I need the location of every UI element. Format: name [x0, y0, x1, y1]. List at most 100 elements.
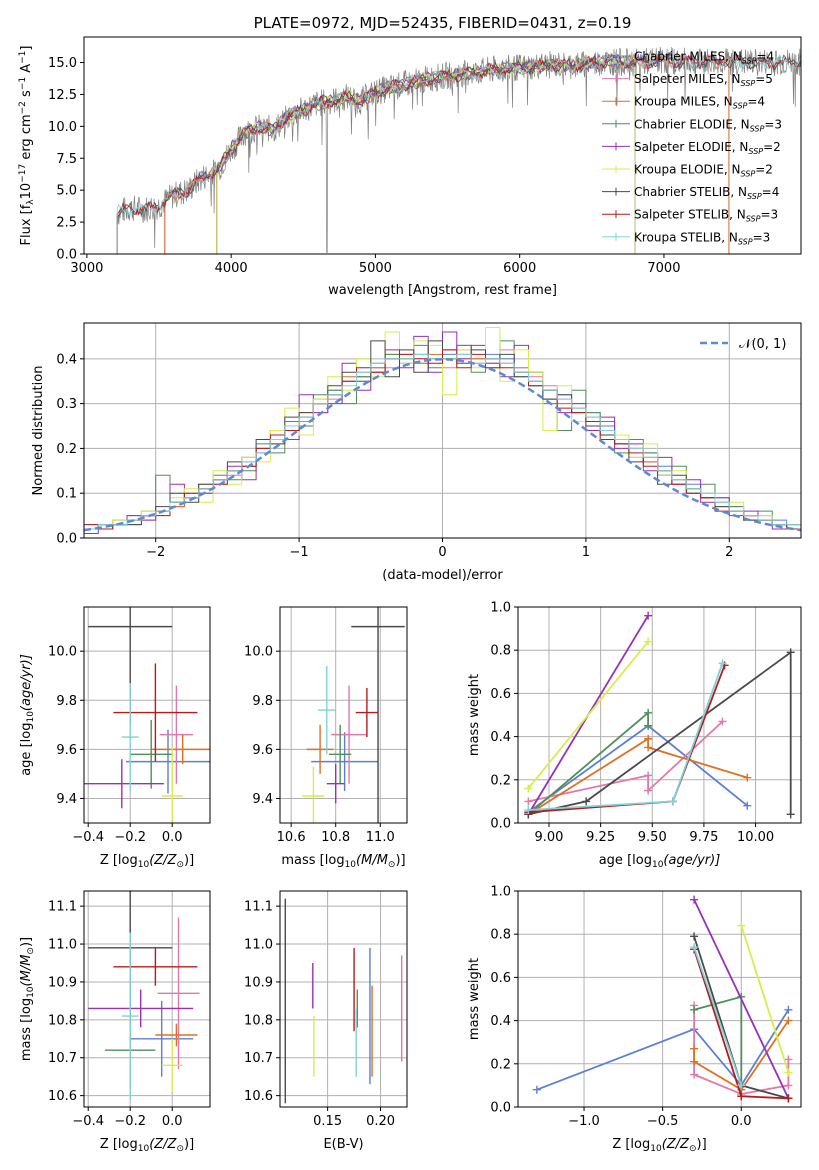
label-part: −1 [18, 77, 28, 90]
y-tick-label: 1.0 [490, 601, 511, 616]
x-axis-label: (data-model)/error [382, 568, 503, 583]
legend-sub: SSP [742, 57, 757, 66]
y-tick-label: 10.6 [48, 1089, 77, 1104]
y-tick-label: 0.0 [56, 248, 77, 263]
y-tick-label: 12.5 [48, 88, 77, 103]
label-part: ⊙ [388, 860, 396, 870]
label-part: −17 [18, 164, 28, 183]
legend-eq: = [755, 163, 765, 177]
data-point-marker [644, 637, 653, 646]
legend-label: Salpeter MILES, NSSP=5 [634, 72, 773, 88]
data-point-marker [690, 1005, 699, 1014]
legend-sub: SSP [750, 124, 765, 133]
data-point-marker [644, 708, 653, 717]
legend-value: 4 [757, 95, 765, 109]
label-part: s [19, 90, 34, 101]
label-part: erg cm [19, 114, 34, 163]
y-tick-label: 0.8 [490, 644, 511, 659]
label-part: age [log [19, 723, 34, 776]
x-tick-label: 7000 [647, 261, 680, 276]
label-part: Flux [f [19, 204, 34, 245]
label-part: 10 [345, 860, 357, 870]
label-part: )] [184, 1137, 194, 1152]
legend-label: Kroupa MILES, NSSP=4 [634, 95, 765, 111]
x-tick-label: 10.8 [321, 830, 350, 845]
legend-eq: = [756, 50, 766, 64]
y-tick-label: 0.6 [490, 687, 511, 702]
data-point-marker [786, 648, 795, 657]
panel-6-axes [80, 891, 210, 1111]
x-axis-label: mass [log10(M/M⊙)] [281, 853, 405, 870]
data-point-marker [718, 717, 727, 726]
x-axis-label: Z [log10(Z/Z⊙)] [100, 853, 194, 870]
x-axis-label: Z [log10(Z/Z⊙)] [100, 1137, 194, 1154]
y-tick-label: 10.9 [48, 975, 77, 990]
x-tick-label: −0.4 [72, 1114, 104, 1129]
panel-8-frame [517, 890, 802, 1108]
mass-weight-lines [532, 895, 793, 1103]
label-part: 10 [138, 860, 150, 870]
mass-weight-line [528, 720, 724, 803]
mass-weight-line [693, 1020, 790, 1091]
legend-text: Salpeter STELIB, N [634, 208, 746, 222]
label-part: age [log [599, 853, 652, 868]
label-part: Z [log [100, 853, 138, 868]
legend-label: Kroupa ELODIE, NSSP=2 [634, 163, 773, 179]
data-point-marker [524, 797, 533, 806]
legend-sub: SSP [733, 102, 748, 111]
errorbar-group [302, 607, 405, 823]
data-point-marker [524, 806, 533, 815]
errorbar-group [284, 898, 403, 1104]
legend-eq: = [753, 230, 763, 244]
data-point-marker [737, 1092, 746, 1101]
x-tick-label: 0.15 [313, 1114, 342, 1129]
y-tick-label: 0.4 [56, 352, 77, 367]
y-tick-label: 7.5 [56, 152, 77, 167]
errorbar-group [84, 607, 210, 823]
legend-text: Chabrier STELIB, N [634, 185, 747, 199]
legend-value: 2 [773, 140, 781, 154]
data-point-marker [784, 1081, 793, 1090]
legend-text: Kroupa STELIB, N [634, 230, 738, 244]
y-axis-label: age [log10(age/yr)] [19, 654, 36, 776]
y-tick-label: 15.0 [48, 56, 77, 71]
model-spectrum-line [116, 52, 801, 254]
legend-text: Chabrier MILES, N [634, 50, 742, 64]
legend-sub: SSP [741, 170, 756, 179]
data-point-marker [737, 1081, 746, 1090]
x-tick-label: 9.50 [638, 830, 667, 845]
spectrum-lines [116, 46, 801, 254]
label-part: )] [395, 853, 405, 868]
mass-weight-lines [524, 611, 795, 819]
label-part: Z [log [612, 1137, 650, 1152]
y-tick-label: 11.0 [244, 938, 273, 953]
y-tick-label: 10.7 [244, 1051, 273, 1066]
label-part: mass [log [281, 853, 344, 868]
data-point-marker [784, 1068, 793, 1077]
legend-text: Salpeter ELODIE, N [634, 140, 748, 154]
x-tick-label: 6000 [503, 261, 536, 276]
panel-2-axes [80, 323, 801, 542]
data-point-marker [524, 784, 533, 793]
legend-sub: SSP [746, 215, 761, 224]
x-tick-label: 10.00 [737, 830, 774, 845]
x-tick-label: −0.4 [72, 830, 104, 845]
x-tick-label: 0.20 [366, 1114, 395, 1129]
y-tick-label: 0.6 [490, 971, 511, 986]
legend-eq: = [764, 117, 774, 131]
label-part: (M/M [19, 955, 34, 987]
y-tick-label: 9.8 [56, 694, 77, 709]
label-part: −2 [18, 101, 28, 114]
x-tick-label: 1 [582, 545, 590, 560]
data-point-marker [786, 810, 795, 819]
data-point-marker [718, 659, 727, 668]
legend-eq: = [760, 208, 770, 222]
legend-label: 𝒩(0, 1) [739, 337, 786, 352]
y-tick-label: 0.3 [56, 397, 77, 412]
model-spectrum-line [216, 53, 636, 254]
y-tick-label: 0.2 [490, 1057, 511, 1072]
data-point-marker [690, 1057, 699, 1066]
x-tick-label: 0.0 [162, 830, 183, 845]
y-tick-label: 10.7 [48, 1051, 77, 1066]
legend-label: Chabrier ELODIE, NSSP=3 [634, 117, 782, 133]
